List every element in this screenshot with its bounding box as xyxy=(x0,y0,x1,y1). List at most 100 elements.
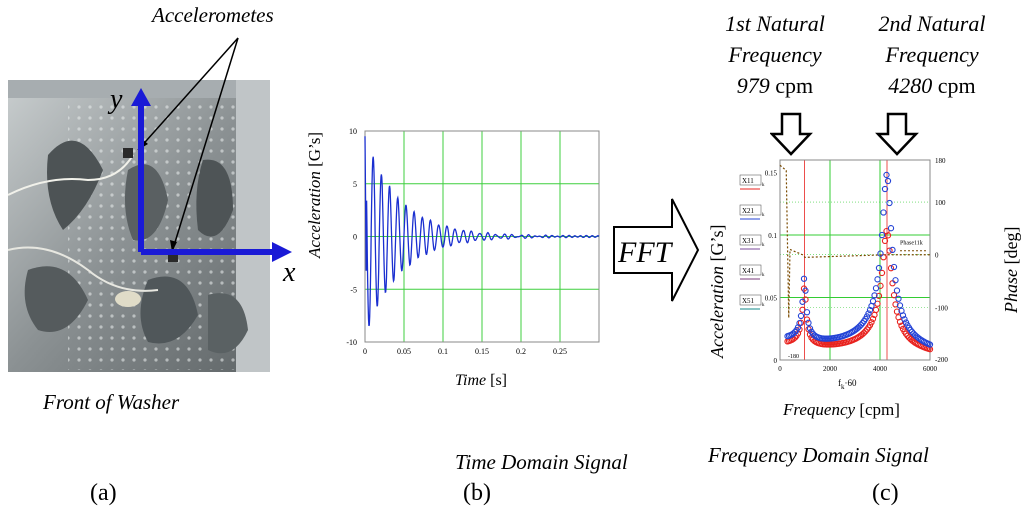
blue-point xyxy=(886,199,893,207)
red-point xyxy=(878,269,886,277)
blue-point xyxy=(896,302,904,309)
panel-a-letter: (a) xyxy=(90,480,117,506)
freq-xtick-label: 6000 xyxy=(923,365,938,373)
legend-box xyxy=(739,174,762,186)
freq-xlabel: Frequency [cpm] xyxy=(783,400,900,419)
panel-b-letter: (b) xyxy=(463,480,491,506)
blue-point xyxy=(871,292,878,299)
axis-y-label: y xyxy=(110,84,123,115)
blue-point xyxy=(802,287,809,294)
legend-box xyxy=(739,264,762,276)
legend-box xyxy=(739,204,762,216)
legend-label: X21 xyxy=(742,207,755,215)
time-plot-frame xyxy=(364,130,600,343)
freq-ytick-right: 100 xyxy=(935,199,946,207)
time-xtick-label: 0 xyxy=(363,347,367,356)
panel-a-caption: Front of Washer xyxy=(43,390,180,414)
red-point xyxy=(868,319,875,326)
blue-point xyxy=(803,309,811,316)
freq-ytick-left: 0.1 xyxy=(768,232,777,240)
red-point xyxy=(896,318,904,326)
time-ytick-label: 10 xyxy=(349,127,357,136)
legend-label: X11 xyxy=(742,177,754,185)
axis-x-label: x xyxy=(283,257,296,288)
blue-point xyxy=(799,298,806,305)
blue-point xyxy=(895,295,902,302)
legend-sub: k xyxy=(762,303,765,308)
red-point xyxy=(803,316,811,323)
blue-point xyxy=(865,310,872,317)
red-point xyxy=(890,292,898,299)
time-xtick-label: 0.05 xyxy=(397,347,411,356)
blue-point xyxy=(869,298,877,305)
panel-c-letter: (c) xyxy=(872,480,899,506)
freq-plot-frame xyxy=(779,159,931,361)
red-point xyxy=(889,280,896,287)
red-point xyxy=(887,265,895,272)
accelerometer-label: Accelerometes xyxy=(152,3,274,27)
mode-arrows xyxy=(770,112,919,156)
blue-point xyxy=(800,275,808,282)
freq-ytick-left: 0.15 xyxy=(765,170,778,178)
legend-sub: k xyxy=(762,213,765,218)
blue-point xyxy=(806,325,814,332)
pointer-line-1 xyxy=(137,37,239,151)
time-ytick-label: -5 xyxy=(350,285,357,294)
red-point xyxy=(893,308,901,315)
time-ytick-label: -10 xyxy=(346,338,357,347)
freq-xtick-label: 4000 xyxy=(873,365,888,373)
freq-xtick-label: 0 xyxy=(778,365,782,373)
red-point xyxy=(794,330,802,337)
red-point xyxy=(872,306,880,314)
blue-point xyxy=(884,177,892,185)
mode2-annotation: 2nd Natural Frequency 4280 cpm xyxy=(878,11,986,98)
freq-ylabel-left: Acceleration [G’s] xyxy=(707,224,727,358)
legend-box xyxy=(739,234,762,246)
red-point xyxy=(884,232,892,239)
blue-point xyxy=(926,341,934,348)
series-red xyxy=(784,227,934,353)
blue-point xyxy=(878,231,886,239)
blue-point xyxy=(893,287,901,294)
frequency-domain-chart: 0.15 0.1 0.05 0 180 100 0 -100 -200 0 2000 4000 6000… xyxy=(739,157,948,373)
blue-point xyxy=(805,319,812,326)
phase-legend-label: Phase11k xyxy=(900,241,923,247)
time-xtick-label: 0.15 xyxy=(475,347,489,356)
series-blue xyxy=(784,171,934,348)
blue-point xyxy=(875,264,883,272)
red-point xyxy=(875,292,883,300)
time-xtick-label: 0.25 xyxy=(553,347,567,356)
blue-point xyxy=(866,306,874,314)
freq-grid xyxy=(780,160,930,360)
time-ytick-label: 5 xyxy=(353,180,357,189)
blue-point xyxy=(880,209,887,216)
blue-point xyxy=(887,225,895,232)
panel-b-caption: Time Domain Signal xyxy=(455,450,628,474)
time-xlabel: Time [s] xyxy=(455,372,508,389)
legend-label: X51 xyxy=(742,297,755,305)
corner-label: -180 xyxy=(788,354,799,360)
blue-point xyxy=(881,185,889,193)
freq-legend: X11 k X21 k X31 k X41 k X51 k Phase11k xyxy=(739,174,928,310)
blue-point xyxy=(874,276,881,283)
time-xtick-label: 0.1 xyxy=(438,347,448,356)
red-point xyxy=(880,254,887,261)
time-xtick-label: 0.2 xyxy=(516,347,526,356)
blue-point xyxy=(872,285,880,292)
blue-point xyxy=(889,246,896,254)
blue-point xyxy=(892,277,899,284)
blue-point xyxy=(877,250,884,257)
blue-point xyxy=(899,312,907,319)
freq-ytick-left: 0 xyxy=(774,357,778,365)
time-domain-chart: 10 5 0 -5 -10 0 0.05 0.1 0.15 0.2 0.25 xyxy=(346,127,600,356)
blue-point xyxy=(857,321,865,329)
blue-point xyxy=(796,320,803,327)
freq-ytick-right: 180 xyxy=(935,157,946,165)
legend-sub: k xyxy=(762,183,765,188)
phase-line xyxy=(779,164,930,318)
time-ylabel: Acceleration [G’s] xyxy=(305,131,324,258)
red-point xyxy=(874,300,881,307)
fft-arrow xyxy=(613,198,700,302)
freq-ytick-right: -100 xyxy=(935,304,948,312)
